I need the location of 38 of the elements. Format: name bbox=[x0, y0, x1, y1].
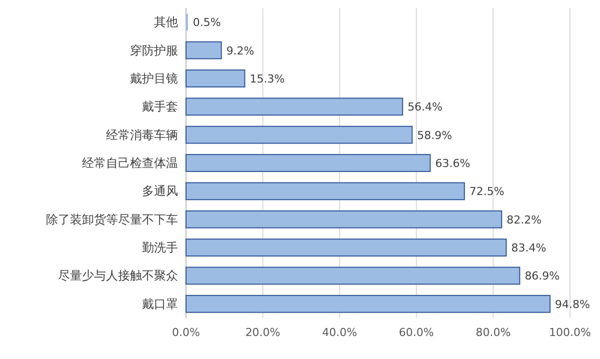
bar bbox=[186, 98, 404, 116]
y-tick-label: 戴手套 bbox=[142, 100, 178, 114]
bar bbox=[186, 70, 246, 88]
y-tick-label: 其他 bbox=[154, 15, 178, 30]
bar bbox=[186, 154, 431, 172]
bar bbox=[186, 126, 413, 144]
bar bbox=[186, 266, 520, 285]
data-label: 0.5% bbox=[192, 16, 221, 30]
data-label: 63.6% bbox=[435, 157, 470, 170]
y-tick-label: 经常消毒车辆 bbox=[106, 128, 178, 142]
data-label: 58.9% bbox=[417, 128, 452, 142]
x-tick-label: 80.0% bbox=[476, 326, 511, 339]
x-tick-label: 0.0% bbox=[172, 326, 200, 339]
data-label: 72.5% bbox=[469, 185, 504, 198]
bar bbox=[186, 210, 502, 228]
x-tick-label: 60.0% bbox=[398, 326, 434, 339]
bar bbox=[186, 182, 465, 200]
x-tick-label: 20.0% bbox=[245, 326, 280, 339]
y-tick-label: 尽量少与人接触不聚众 bbox=[58, 268, 178, 283]
bar bbox=[186, 238, 507, 256]
x-tick-label: 40.0% bbox=[322, 326, 358, 339]
data-label: 9.2% bbox=[226, 44, 254, 58]
x-tick-label: 100.0% bbox=[549, 326, 591, 339]
bar bbox=[186, 294, 551, 313]
y-tick-label: 戴护目镜 bbox=[130, 71, 178, 86]
bar bbox=[186, 41, 222, 60]
data-label: 83.4% bbox=[511, 242, 546, 255]
y-tick-label: 除了装卸货等尽量不下车 bbox=[46, 212, 178, 226]
y-tick-label: 经常自己检查体温 bbox=[82, 156, 178, 170]
y-tick-label: 勤洗手 bbox=[142, 240, 178, 255]
y-tick-label: 戴口罩 bbox=[142, 296, 178, 311]
data-label: 86.9% bbox=[524, 270, 560, 283]
data-label: 15.3% bbox=[250, 72, 285, 86]
y-tick-label: 多通风 bbox=[142, 184, 178, 198]
data-label: 82.2% bbox=[506, 213, 542, 226]
data-label: 94.8% bbox=[555, 298, 590, 311]
y-tick-label: 穿防护服 bbox=[130, 43, 178, 58]
data-label: 56.4% bbox=[408, 100, 443, 114]
